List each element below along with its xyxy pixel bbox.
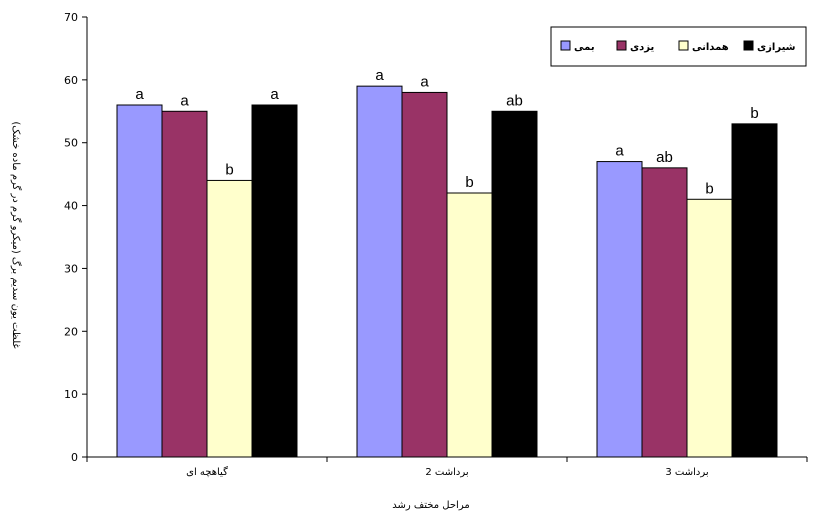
x-tick-label: برداشت 3 <box>665 467 708 478</box>
significance-letter: ab <box>506 92 523 109</box>
bar-شیرازی-0 <box>251 104 298 458</box>
x-tick-label: گیاهچه ای <box>186 466 228 478</box>
x-tick-label: برداشت 2 <box>425 467 468 478</box>
y-tick-label: 50 <box>64 137 78 150</box>
significance-letter: b <box>705 180 713 197</box>
bar-یزدی-2 <box>641 167 688 458</box>
bar-همدانی-0 <box>206 179 253 458</box>
y-tick-label: 40 <box>64 200 78 213</box>
y-tick-label: 60 <box>64 74 78 87</box>
bars <box>116 85 778 458</box>
bar-یزدی-1 <box>401 91 448 458</box>
legend-label: شیرازی <box>757 42 796 53</box>
legend-label: یزدی <box>630 42 655 53</box>
y-axis-title: غلظت یون سدیم برگ (میکرو گرم در گرم ماده… <box>10 121 23 348</box>
legend: بمی یزدی همدانی شیرازی <box>550 26 807 67</box>
x-axis: گیاهچه ای برداشت 2 برداشت 3 <box>86 457 808 478</box>
significance-letter: a <box>270 86 279 103</box>
legend-swatch <box>560 40 571 51</box>
significance-letter: a <box>180 92 189 109</box>
significance-letter: b <box>225 161 233 178</box>
bar-همدانی-2 <box>686 198 733 458</box>
bar-بمی-1 <box>356 85 403 458</box>
legend-label: بمی <box>574 42 595 53</box>
y-tick-label: 0 <box>71 451 78 464</box>
legend-label: همدانی <box>692 42 729 53</box>
bar-بمی-0 <box>116 104 163 458</box>
y-tick-label: 20 <box>64 325 78 338</box>
x-axis-title: مراحل مختف رشد <box>392 500 469 511</box>
y-tick-label: 70 <box>64 11 78 24</box>
significance-letter: a <box>420 73 429 90</box>
legend-swatch <box>743 40 754 51</box>
y-tick-label: 10 <box>64 388 78 401</box>
bar-شیرازی-2 <box>731 123 778 458</box>
y-axis: 0 10 20 30 40 50 60 70 <box>64 11 87 464</box>
significance-letter: a <box>135 86 144 103</box>
y-tick-label: 30 <box>64 262 78 275</box>
significance-letter: b <box>465 174 473 191</box>
bar-همدانی-1 <box>446 192 493 458</box>
significance-letter: a <box>615 143 624 160</box>
bar-شیرازی-1 <box>491 110 538 458</box>
bar-یزدی-0 <box>161 110 208 458</box>
legend-swatch <box>616 40 627 51</box>
legend-swatch <box>678 40 689 51</box>
significance-letter: ab <box>656 149 673 166</box>
significance-letter: a <box>375 67 384 84</box>
bar-بمی-2 <box>596 161 643 458</box>
significance-letter: b <box>750 105 758 122</box>
